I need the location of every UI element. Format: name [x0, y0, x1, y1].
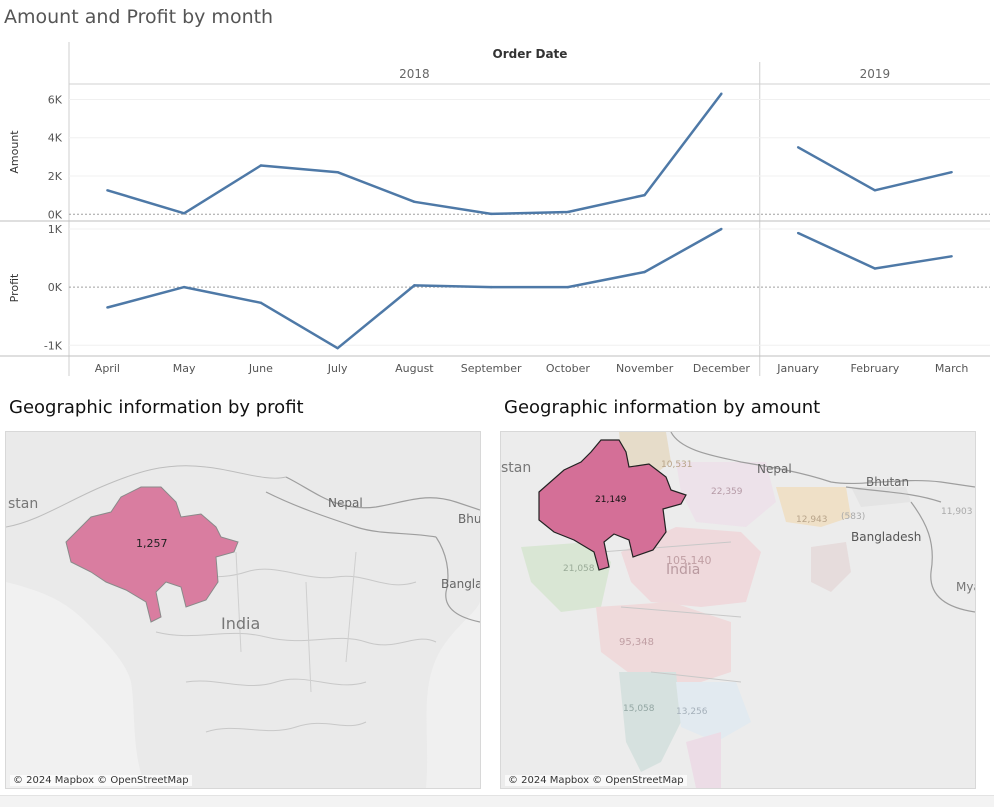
x-tick-label: November [616, 362, 674, 375]
x-tick-label: April [95, 362, 120, 375]
map-amount-label-bangladesh: Bangladesh [851, 530, 922, 544]
data-point-profit [336, 346, 339, 350]
data-point-profit [873, 267, 877, 270]
map-profit[interactable]: 1,257 stan Nepal Bhu Bangla India © 2024… [5, 431, 481, 789]
map-amount-label-nepal: Nepal [757, 462, 792, 476]
x-tick-label: September [461, 362, 522, 375]
y-tick-label: 0K [48, 208, 63, 221]
y-tick-label: -1K [44, 339, 63, 352]
data-point-profit [413, 284, 416, 287]
map-profit-label-bhu: Bhu [458, 512, 481, 526]
data-point-profit [182, 285, 186, 289]
data-point-profit [643, 270, 646, 274]
map-amount-basemap [501, 432, 975, 788]
y-tick-label: 1K [48, 223, 63, 236]
data-point-amount [566, 210, 570, 214]
map-amount-highlight-value: 21,149 [595, 495, 627, 505]
data-point-amount [413, 200, 416, 204]
map-profit-highlight-value: 1,257 [136, 537, 168, 550]
map-amount-state-value: 22,359 [711, 487, 743, 497]
header-order-date: Order Date [493, 47, 568, 61]
map-amount-state-value: 13,256 [676, 707, 708, 717]
map-amount-title: Geographic information by amount [504, 397, 821, 418]
amount-profit-line-chart[interactable]: Order Date 2018 2019 0K 2K 4K 6K Amount -1K 0K 1K P… [0, 40, 994, 380]
map-amount-label-india: India [666, 562, 701, 578]
map-amount-state-value: 11,903 [941, 507, 973, 517]
y-tick-label: 0K [48, 281, 63, 294]
map-profit-basemap [6, 432, 480, 788]
y-tick-label: 4K [48, 132, 63, 145]
x-tick-label: June [248, 362, 273, 375]
map-amount[interactable]: 21,149 22,359 12,943 105,140 21,058 95,3… [500, 431, 976, 789]
x-tick-label: March [935, 362, 969, 375]
x-tick-label: February [851, 362, 900, 375]
data-point-amount [336, 170, 339, 174]
map-amount-label-bhutan: Bhutan [866, 475, 910, 489]
x-tick-label: August [395, 362, 434, 375]
map-amount-attribution[interactable]: © 2024 Mapbox © OpenStreetMap [505, 775, 687, 786]
data-point-profit [950, 255, 953, 258]
footer-bar [0, 795, 994, 807]
series-line-amount [797, 146, 952, 192]
year-label: 2019 [860, 67, 891, 81]
x-tick-label: May [173, 362, 196, 375]
y-axis-title: Amount [8, 130, 21, 174]
y-tick-label: 2K [48, 170, 63, 183]
map-amount-state-value: 10,531 [661, 460, 693, 470]
data-point-profit [106, 306, 109, 309]
map-amount-label-mya: Mya [956, 580, 975, 594]
chart-svg: Order Date 2018 2019 0K 2K 4K 6K Amount -1K 0K 1K P… [0, 42, 990, 376]
data-point-amount [950, 170, 953, 174]
data-point-profit [720, 227, 723, 231]
x-tick-label: October [546, 362, 590, 375]
data-point-amount [796, 146, 800, 149]
series-line-profit [797, 231, 952, 270]
data-point-profit [489, 285, 493, 289]
chart-title: Amount and Profit by month [4, 6, 274, 28]
map-amount-state-value: 95,348 [619, 637, 654, 648]
year-label: 2018 [399, 67, 430, 81]
map-amount-state-value: (583) [841, 512, 866, 522]
map-amount-state-value: 21,058 [563, 564, 595, 574]
data-point-amount [259, 164, 263, 167]
data-point-amount [182, 212, 186, 215]
map-amount-state-value: 15,058 [623, 704, 655, 714]
data-point-amount [643, 193, 646, 197]
x-tick-label: December [693, 362, 751, 375]
y-axis-title: Profit [8, 273, 21, 302]
map-profit-label-bangla: Bangla [441, 577, 481, 591]
data-point-amount [489, 212, 493, 216]
data-point-amount [873, 189, 877, 192]
x-tick-label: January [776, 362, 819, 375]
y-tick-label: 6K [48, 93, 63, 106]
x-tick-label: July [327, 362, 348, 375]
map-profit-title: Geographic information by profit [9, 397, 304, 418]
map-amount-label-stan: stan [501, 460, 532, 476]
data-point-profit [566, 285, 570, 289]
map-profit-label-nepal: Nepal [328, 496, 363, 510]
data-point-profit [796, 231, 800, 235]
map-profit-label-stan: stan [8, 496, 39, 512]
map-amount-state-value: 12,943 [796, 515, 828, 525]
data-point-amount [106, 189, 109, 192]
series-line-profit [107, 227, 723, 350]
data-point-profit [259, 301, 263, 305]
data-point-amount [720, 92, 723, 95]
map-profit-label-india: India [221, 614, 261, 633]
map-amount-state-value: 105,140 [666, 554, 712, 567]
series-line-amount [107, 92, 723, 216]
map-profit-attribution[interactable]: © 2024 Mapbox © OpenStreetMap [10, 775, 192, 786]
